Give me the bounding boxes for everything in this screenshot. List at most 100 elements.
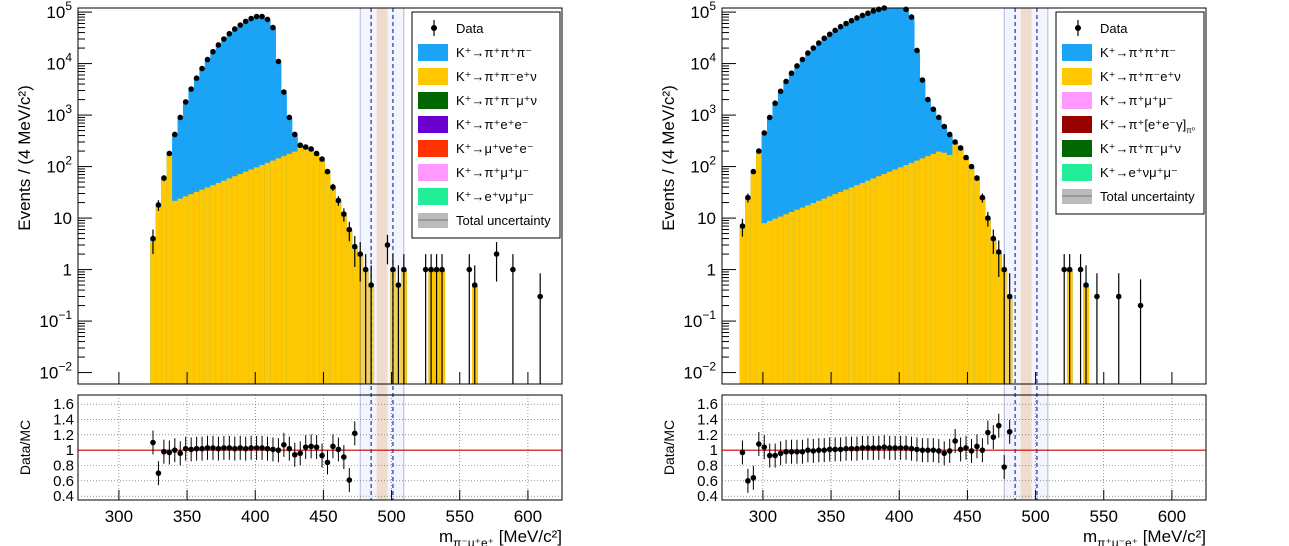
data-point (150, 235, 156, 242)
ratio-point (848, 445, 855, 452)
legend-swatch (418, 140, 448, 157)
data-point (188, 86, 194, 92)
ratio-tick-label: 0.4 (697, 488, 718, 505)
legend-swatch (418, 116, 448, 133)
ratio-point (253, 445, 260, 451)
y-tick-label: 1 (63, 261, 72, 280)
ratio-point (903, 445, 909, 451)
data-point (1006, 293, 1013, 300)
data-point (401, 266, 407, 273)
data-point (766, 114, 773, 121)
data-point (788, 70, 795, 77)
y-tick-label: 10−2 (683, 360, 716, 383)
y-tick-exponent: 3 (65, 102, 72, 116)
ratio-point (161, 448, 167, 455)
x-tick-label: 300 (749, 507, 777, 526)
legend-label-text: Total uncertainty (1100, 189, 1195, 204)
ratio-point (210, 445, 216, 451)
x-tick-label: 300 (105, 507, 133, 526)
mc-bin-secondary (805, 205, 811, 384)
ratio-point (854, 445, 860, 452)
data-point (471, 282, 478, 288)
ratio-point (914, 446, 920, 453)
legend-label: Data (456, 21, 484, 36)
ratio-point (155, 470, 162, 476)
data-point (865, 10, 871, 17)
ratio-point (226, 445, 233, 451)
mc-bin-secondary (270, 160, 276, 384)
ratio-point (286, 445, 293, 452)
legend-label-text: K⁺→π⁺π⁺π⁻ (1100, 45, 1176, 60)
ratio-point (794, 448, 800, 455)
data-point (957, 145, 964, 151)
legend-label-text: Data (456, 21, 484, 36)
main-frame (721, 7, 1207, 385)
legend-swatch (1062, 140, 1092, 157)
mc-bin-secondary (799, 207, 806, 384)
ratio-tick-label: 1 (66, 442, 74, 459)
y-tick-label: 103 (46, 102, 72, 125)
mc-bin-secondary (826, 196, 833, 384)
ratio-point (248, 445, 254, 451)
data-point (1137, 302, 1144, 309)
legend-label: K⁺→π⁺π⁻μ⁺ν (456, 93, 537, 108)
ratio-point (985, 429, 991, 436)
mc-bin-secondary (177, 198, 184, 384)
mc-bin-secondary (172, 200, 178, 384)
mc-bin-secondary (259, 165, 266, 384)
y-tick-label: 10 (53, 209, 72, 228)
x-title-main: m (1083, 527, 1097, 546)
data-point (428, 266, 434, 273)
data-point (1094, 293, 1100, 300)
ratio-tick-label: 1 (710, 442, 718, 459)
data-point (384, 242, 391, 248)
data-point (1061, 266, 1068, 273)
ratio-point (215, 445, 222, 452)
legend-label: K⁺→π⁺μ⁺μ⁻ (1100, 93, 1173, 108)
ratio-point (237, 445, 244, 451)
ratio-point (297, 450, 304, 457)
control-region-box (1003, 7, 1049, 501)
data-point (155, 202, 162, 208)
data-point (308, 146, 314, 152)
legend-label-text: K⁺→π⁺π⁻μ⁺ν (1100, 141, 1181, 156)
signal-band (1020, 8, 1032, 500)
legend-label: K⁺→e⁺νμ⁺μ⁻ (1100, 165, 1178, 180)
y-tick-base: 10 (690, 106, 709, 125)
ratio-point (968, 448, 975, 454)
ratio-point (952, 438, 958, 444)
mc-bin-secondary (739, 228, 746, 384)
data-point (270, 24, 276, 31)
legend-label-text: Data (1100, 21, 1128, 36)
mc-bin-secondary (996, 254, 1002, 384)
data-point (302, 144, 309, 150)
ratio-point (772, 452, 778, 459)
data-point (919, 77, 926, 83)
mc-bin-secondary (166, 155, 173, 384)
data-point (1115, 293, 1122, 300)
data-point (925, 96, 931, 103)
ratio-point (826, 446, 833, 453)
data-point (248, 15, 254, 22)
data-point (990, 235, 997, 242)
legend-label: K⁺→π⁺π⁻e⁺ν (456, 69, 537, 84)
data-point (826, 31, 833, 38)
data-point (843, 20, 849, 27)
ratio-point (925, 447, 931, 453)
legend-label: K⁺→π⁺π⁻e⁺ν (1100, 69, 1181, 84)
legend-label-text: K⁺→π⁺μ⁺μ⁻ (1100, 93, 1173, 108)
mc-bin-secondary (204, 187, 211, 384)
mc-bin-secondary (941, 152, 948, 384)
data-point (297, 142, 304, 149)
data-point (756, 148, 762, 154)
data-point (330, 184, 336, 190)
mc-bin-secondary (210, 185, 216, 384)
legend-label-text: K⁺→π⁺μ⁺μ⁻ (456, 165, 529, 180)
mc-bin-secondary (914, 160, 920, 384)
mc-bin-secondary (946, 154, 953, 384)
ratio-point (221, 445, 227, 451)
y-tick-label: 104 (46, 51, 72, 74)
mc-bin-secondary (963, 159, 970, 384)
